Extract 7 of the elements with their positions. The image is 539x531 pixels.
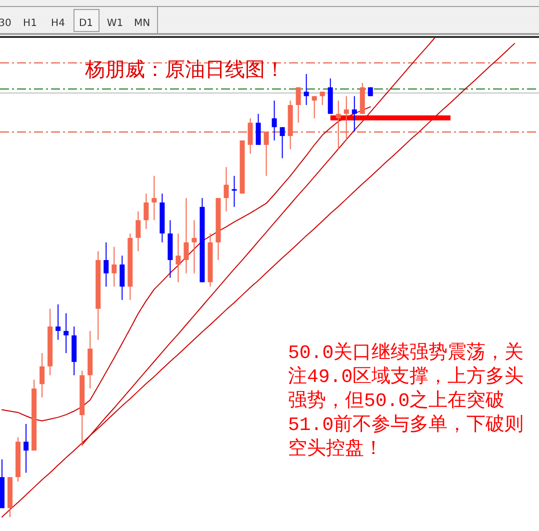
text: W1: [106, 18, 124, 29]
text: D1: [78, 18, 94, 29]
text: H1: [23, 18, 37, 29]
annotation: 50.0关口继续强势震荡，关注49.0区域支撑，上方多头强势，但50.0之上在突破51.0前不参与多单，下破则空头控盘！: [288, 341, 525, 461]
text: H4: [51, 18, 65, 29]
chart-title: 杨朋威：原油日线图！: [84, 59, 285, 83]
text: MN: [134, 18, 150, 29]
